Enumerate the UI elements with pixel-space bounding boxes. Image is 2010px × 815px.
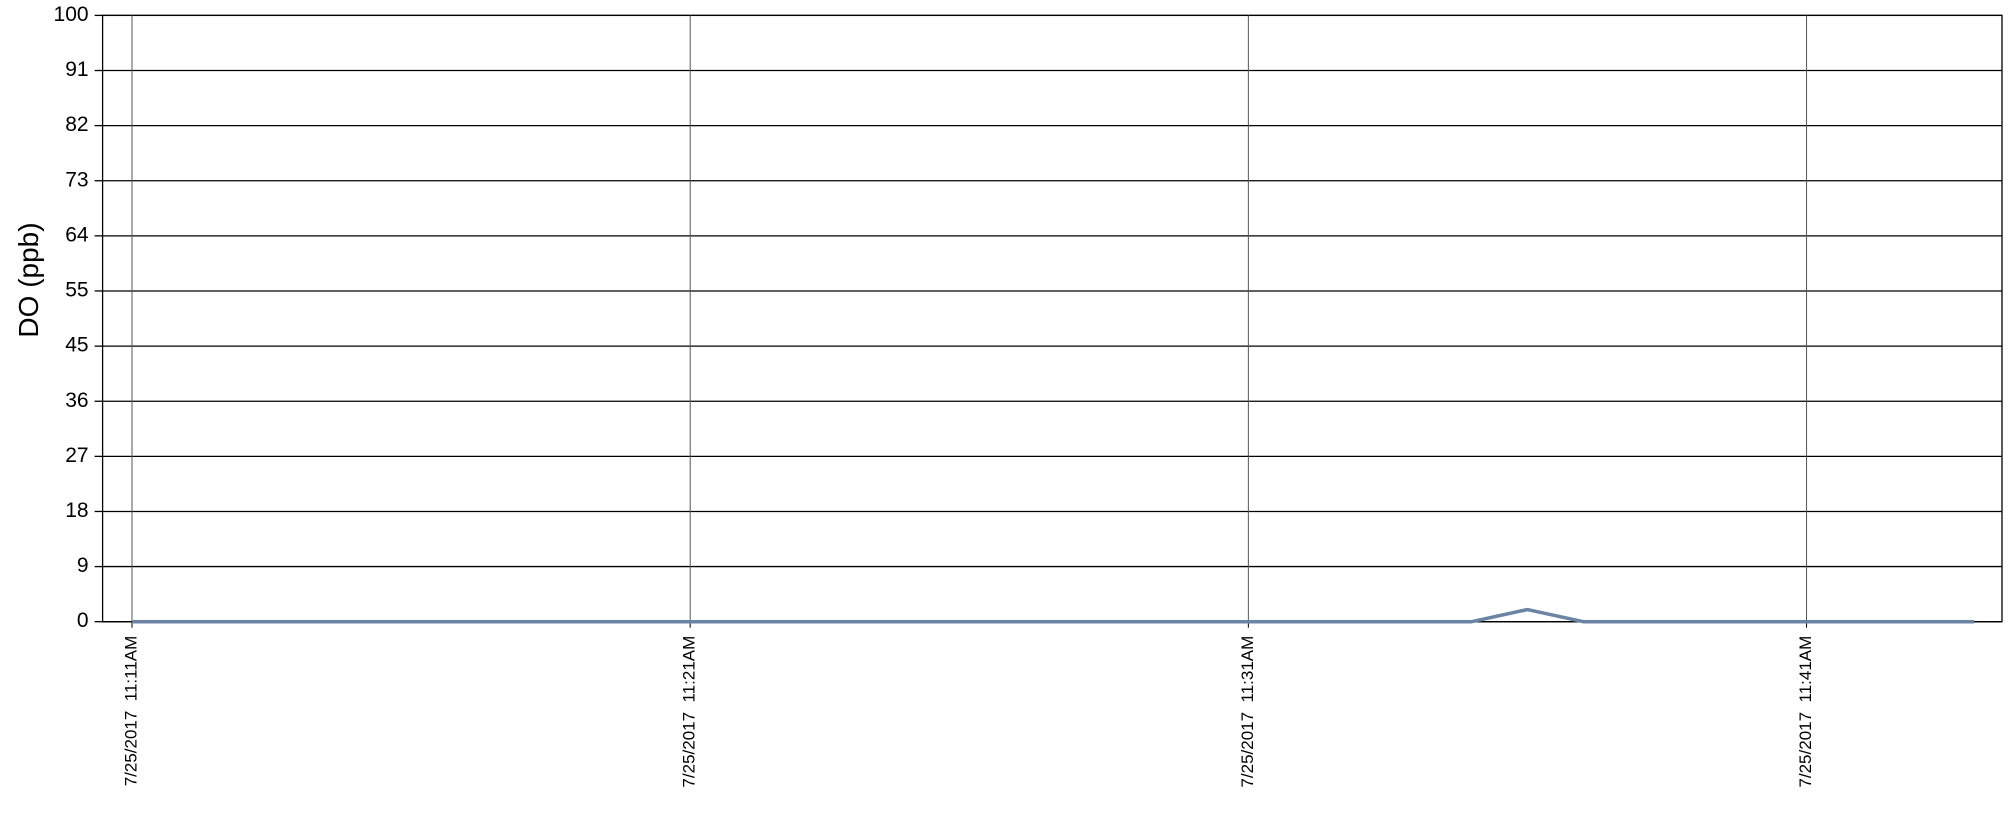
y-tick-label: 64 <box>65 223 89 246</box>
y-tick-label: 27 <box>65 444 88 467</box>
y-tick-label: 45 <box>65 334 88 357</box>
x-tick-label: 7/25/2017 11:21AM <box>680 636 699 788</box>
x-tick-label: 7/25/2017 11:31AM <box>1238 636 1257 788</box>
y-tick-label: 36 <box>65 389 88 412</box>
y-tick-label: 73 <box>65 168 88 191</box>
y-tick-label: 91 <box>65 58 88 81</box>
plot-area <box>101 14 2003 623</box>
y-tick-label: 9 <box>77 554 89 577</box>
y-tick-label: 0 <box>77 609 89 632</box>
x-tick-label: 7/25/2017 11:41AM <box>1796 636 1815 788</box>
y-tick-label: 18 <box>65 499 88 522</box>
y-tick-label: 100 <box>54 3 89 26</box>
y-axis-title: DO (ppb) <box>13 222 44 337</box>
x-tick-label: 7/25/2017 11:11AM <box>121 636 140 787</box>
data-line <box>132 607 1974 624</box>
y-tick-label: 82 <box>65 113 88 136</box>
y-tick-label: 55 <box>65 279 88 302</box>
